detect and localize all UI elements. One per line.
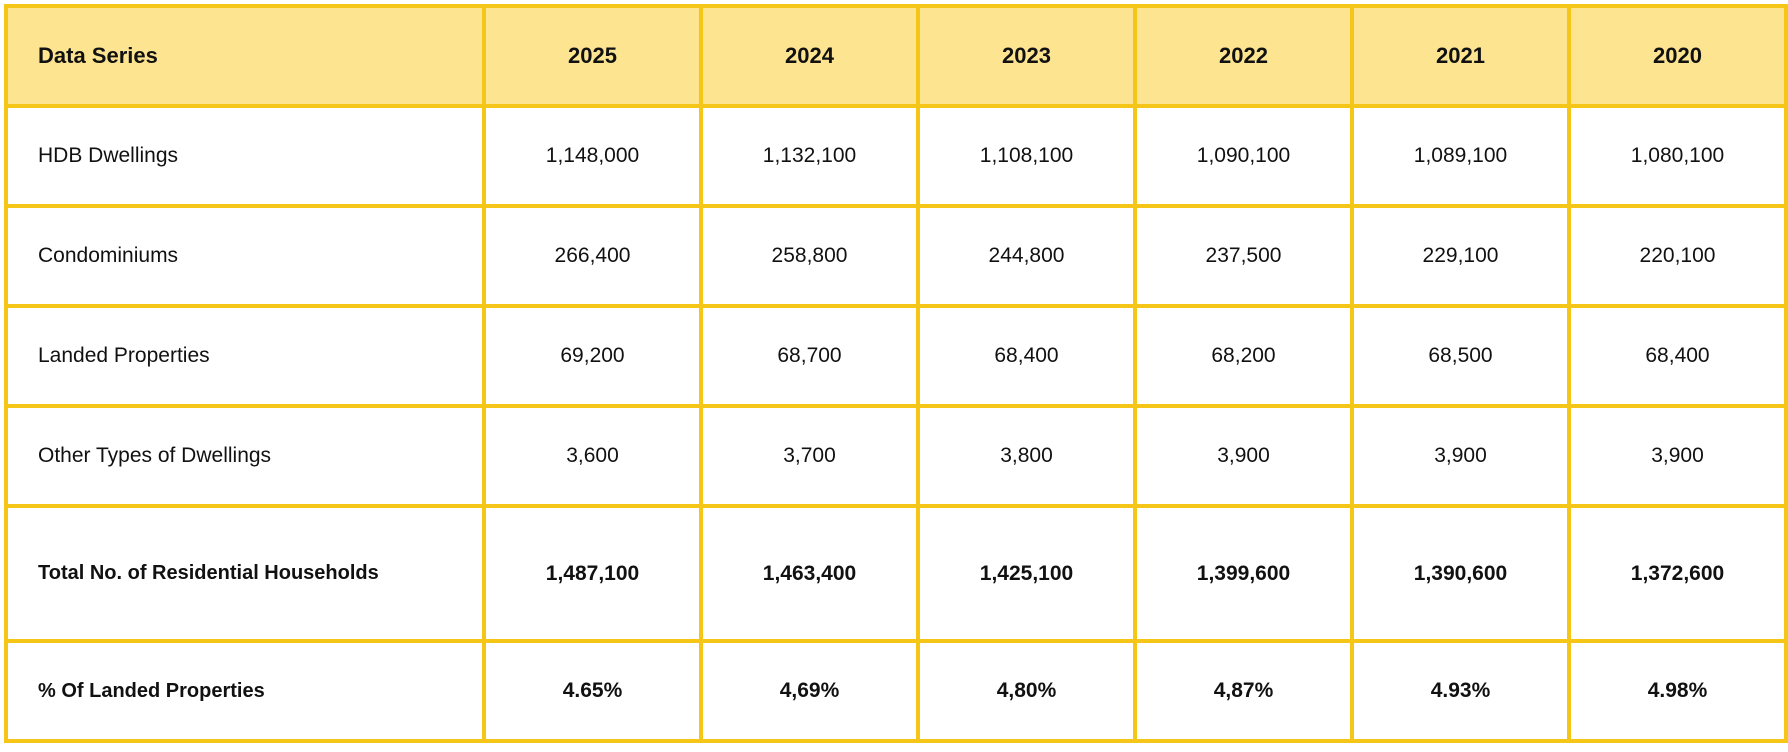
- row-label: Condominiums: [4, 204, 486, 308]
- table-cell: 220,100: [1567, 204, 1788, 308]
- table-row-hdb-dwellings: HDB Dwellings 1,148,000 1,132,100 1,108,…: [4, 104, 1788, 208]
- header-year: 2023: [916, 4, 1137, 108]
- table-row-landed-properties: Landed Properties 69,200 68,700 68,400 6…: [4, 304, 1788, 408]
- table-cell: 68,700: [699, 304, 920, 408]
- table-cell: 1,399,600: [1133, 504, 1354, 643]
- table-cell: 1,080,100: [1567, 104, 1788, 208]
- table-cell: 3,700: [699, 404, 920, 508]
- row-label: Landed Properties: [4, 304, 486, 408]
- table-cell: 244,800: [916, 204, 1137, 308]
- table-row-condominiums: Condominiums 266,400 258,800 244,800 237…: [4, 204, 1788, 308]
- table-cell: 3,600: [482, 404, 703, 508]
- table-cell: 1,390,600: [1350, 504, 1571, 643]
- header-year: 2022: [1133, 4, 1354, 108]
- row-label: Other Types of Dwellings: [4, 404, 486, 508]
- header-data-series: Data Series: [4, 4, 486, 108]
- table-cell: 237,500: [1133, 204, 1354, 308]
- table-cell: 258,800: [699, 204, 920, 308]
- table-cell: 68,200: [1133, 304, 1354, 408]
- table-row-pct-landed: % Of Landed Properties 4.65% 4,69% 4,80%…: [4, 639, 1788, 743]
- table-cell: 4.65%: [482, 639, 703, 743]
- table-cell: 1,487,100: [482, 504, 703, 643]
- table-cell: 229,100: [1350, 204, 1571, 308]
- header-year: 2020: [1567, 4, 1788, 108]
- table-cell: 1,148,000: [482, 104, 703, 208]
- header-year: 2025: [482, 4, 703, 108]
- table-cell: 3,800: [916, 404, 1137, 508]
- table-cell: 3,900: [1350, 404, 1571, 508]
- table-cell: 4,80%: [916, 639, 1137, 743]
- row-label: HDB Dwellings: [4, 104, 486, 208]
- table-cell: 1,108,100: [916, 104, 1137, 208]
- header-year: 2024: [699, 4, 920, 108]
- table-cell: 68,400: [916, 304, 1137, 408]
- table-cell: 4,69%: [699, 639, 920, 743]
- table-cell: 4,87%: [1133, 639, 1354, 743]
- table-cell: 3,900: [1133, 404, 1354, 508]
- header-row: Data Series 2025 2024 2023 2022 2021 202…: [4, 4, 1788, 108]
- row-label: % Of Landed Properties: [4, 639, 486, 743]
- table-cell: 1,372,600: [1567, 504, 1788, 643]
- table-cell: 1,425,100: [916, 504, 1137, 643]
- data-table-container: Data Series 2025 2024 2023 2022 2021 202…: [4, 4, 1788, 743]
- table-cell: 3,900: [1567, 404, 1788, 508]
- table-row-other-dwellings: Other Types of Dwellings 3,600 3,700 3,8…: [4, 404, 1788, 508]
- table-cell: 69,200: [482, 304, 703, 408]
- table-cell: 266,400: [482, 204, 703, 308]
- header-year: 2021: [1350, 4, 1571, 108]
- residential-households-table: Data Series 2025 2024 2023 2022 2021 202…: [4, 4, 1788, 743]
- table-cell: 4.93%: [1350, 639, 1571, 743]
- table-cell: 1,463,400: [699, 504, 920, 643]
- table-cell: 1,089,100: [1350, 104, 1571, 208]
- table-cell: 68,500: [1350, 304, 1571, 408]
- table-cell: 1,132,100: [699, 104, 920, 208]
- row-label: Total No. of Residential Households: [4, 504, 486, 643]
- table-cell: 1,090,100: [1133, 104, 1354, 208]
- table-cell: 4.98%: [1567, 639, 1788, 743]
- table-cell: 68,400: [1567, 304, 1788, 408]
- table-row-total-households: Total No. of Residential Households 1,48…: [4, 504, 1788, 643]
